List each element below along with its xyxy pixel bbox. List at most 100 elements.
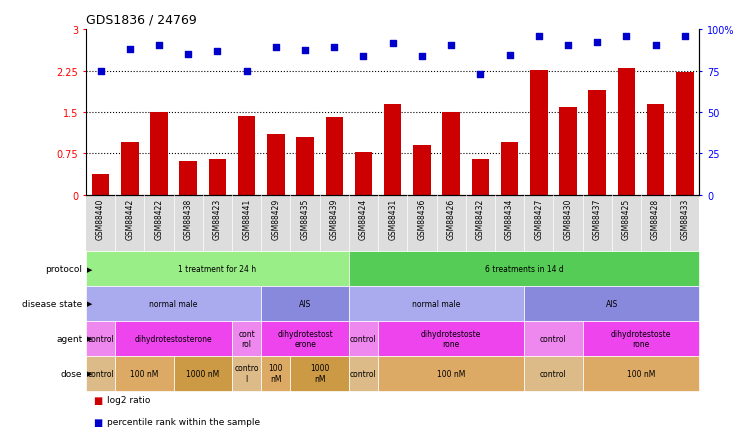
Bar xyxy=(238,117,255,195)
Text: GSM88442: GSM88442 xyxy=(126,198,135,239)
Text: ■: ■ xyxy=(94,395,102,405)
Text: GSM88423: GSM88423 xyxy=(213,198,222,239)
Point xyxy=(212,49,224,56)
Bar xyxy=(413,146,431,195)
Text: AIS: AIS xyxy=(299,299,311,308)
Bar xyxy=(296,138,314,195)
Text: dihydrotestosterone: dihydrotestosterone xyxy=(135,334,212,343)
Bar xyxy=(325,117,343,195)
Bar xyxy=(92,174,109,195)
Bar xyxy=(618,69,635,195)
Bar xyxy=(471,160,489,195)
Text: dihydrotestoste
rone: dihydrotestoste rone xyxy=(421,329,481,348)
Text: control: control xyxy=(350,369,377,378)
Bar xyxy=(209,160,226,195)
Point xyxy=(299,48,311,55)
Text: control: control xyxy=(88,334,114,343)
Point xyxy=(387,41,399,48)
Text: GSM88427: GSM88427 xyxy=(534,198,543,239)
Text: ▶: ▶ xyxy=(87,266,92,272)
Point xyxy=(416,53,428,60)
Text: ■: ■ xyxy=(94,417,102,427)
Text: GSM88436: GSM88436 xyxy=(417,198,426,240)
Point xyxy=(649,42,661,49)
Text: 100 nM: 100 nM xyxy=(437,369,465,378)
Text: dose: dose xyxy=(61,369,82,378)
Bar xyxy=(530,70,548,195)
Text: GSM88439: GSM88439 xyxy=(330,198,339,240)
Point xyxy=(95,68,107,75)
Bar xyxy=(676,73,693,195)
Text: control: control xyxy=(540,334,567,343)
Text: GSM88422: GSM88422 xyxy=(155,198,164,239)
Bar xyxy=(560,107,577,195)
Text: GSM88435: GSM88435 xyxy=(301,198,310,240)
Text: cont
rol: cont rol xyxy=(239,329,255,348)
Point xyxy=(124,46,136,53)
Text: GSM88428: GSM88428 xyxy=(651,198,660,239)
Text: AIS: AIS xyxy=(606,299,618,308)
Text: percentile rank within the sample: percentile rank within the sample xyxy=(107,417,260,426)
Text: 1000 nM: 1000 nM xyxy=(186,369,219,378)
Text: GSM88430: GSM88430 xyxy=(563,198,572,240)
Point xyxy=(153,42,165,49)
Point xyxy=(474,72,486,79)
Bar xyxy=(355,152,373,195)
Point xyxy=(183,52,194,59)
Text: normal male: normal male xyxy=(412,299,461,308)
Bar xyxy=(589,91,606,195)
Point xyxy=(620,33,632,40)
Text: contro
l: contro l xyxy=(234,364,259,383)
Text: 100 nM: 100 nM xyxy=(627,369,655,378)
Text: GDS1836 / 24769: GDS1836 / 24769 xyxy=(86,13,197,26)
Text: GSM88434: GSM88434 xyxy=(505,198,514,240)
Bar xyxy=(384,105,402,195)
Text: 1 treatment for 24 h: 1 treatment for 24 h xyxy=(178,265,257,273)
Text: 6 treatments in 14 d: 6 treatments in 14 d xyxy=(485,265,563,273)
Text: control: control xyxy=(350,334,377,343)
Text: ▶: ▶ xyxy=(87,301,92,307)
Bar xyxy=(267,135,285,195)
Point xyxy=(270,45,282,52)
Point xyxy=(562,42,574,49)
Text: GSM88437: GSM88437 xyxy=(592,198,601,240)
Text: GSM88426: GSM88426 xyxy=(447,198,456,239)
Text: GSM88429: GSM88429 xyxy=(272,198,280,239)
Point xyxy=(241,68,253,75)
Text: 1000
nM: 1000 nM xyxy=(310,364,329,383)
Point xyxy=(533,33,545,40)
Text: 100
nM: 100 nM xyxy=(269,364,283,383)
Point xyxy=(591,39,603,46)
Text: control: control xyxy=(540,369,567,378)
Bar xyxy=(442,113,460,195)
Text: dihydrotestost
erone: dihydrotestost erone xyxy=(278,329,333,348)
Point xyxy=(445,42,457,49)
Text: dihydrotestoste
rone: dihydrotestoste rone xyxy=(611,329,671,348)
Point xyxy=(503,53,515,60)
Text: agent: agent xyxy=(56,334,82,343)
Text: ▶: ▶ xyxy=(87,335,92,342)
Bar xyxy=(121,143,138,195)
Text: GSM88441: GSM88441 xyxy=(242,198,251,239)
Text: GSM88433: GSM88433 xyxy=(680,198,689,240)
Bar xyxy=(150,113,168,195)
Point xyxy=(328,45,340,52)
Text: GSM88431: GSM88431 xyxy=(388,198,397,239)
Point xyxy=(678,33,690,40)
Bar xyxy=(180,161,197,195)
Bar xyxy=(500,143,518,195)
Point xyxy=(358,53,370,60)
Text: GSM88432: GSM88432 xyxy=(476,198,485,239)
Bar xyxy=(647,105,664,195)
Text: normal male: normal male xyxy=(150,299,197,308)
Text: 100 nM: 100 nM xyxy=(130,369,159,378)
Text: disease state: disease state xyxy=(22,299,82,308)
Text: log2 ratio: log2 ratio xyxy=(107,395,150,404)
Text: GSM88424: GSM88424 xyxy=(359,198,368,239)
Text: GSM88438: GSM88438 xyxy=(184,198,193,239)
Text: GSM88425: GSM88425 xyxy=(622,198,631,239)
Text: protocol: protocol xyxy=(46,265,82,273)
Text: GSM88440: GSM88440 xyxy=(96,198,105,240)
Text: control: control xyxy=(88,369,114,378)
Text: ▶: ▶ xyxy=(87,370,92,376)
